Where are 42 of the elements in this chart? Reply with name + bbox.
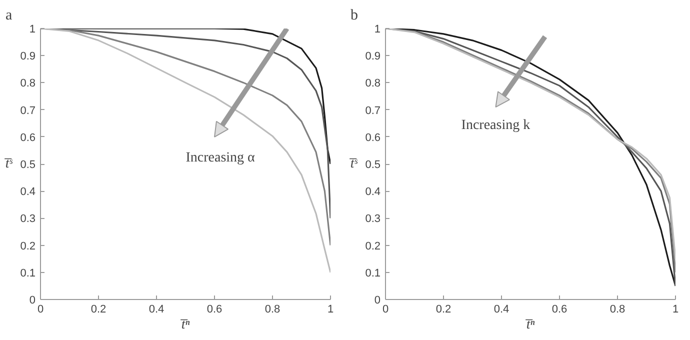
y-tick-label: 0.7 (20, 104, 36, 117)
y-tick-label: 0.5 (20, 159, 36, 171)
y-tick-label: 0.4 (20, 186, 36, 198)
x-tick-label: 0.2 (90, 304, 106, 316)
y-tick-label: 0.2 (365, 240, 381, 252)
x-axis-title: t̅ⁿ (180, 318, 190, 332)
y-axis-title: t̅ˢ (4, 156, 14, 172)
y-tick-label: 0.3 (20, 213, 36, 226)
x-tick-label: 0.4 (494, 304, 510, 316)
y-tick-label: 0.2 (20, 240, 36, 252)
y-tick-label: 0.8 (365, 78, 381, 90)
y-tick-label: 0.9 (20, 50, 36, 63)
chart-title: b (350, 8, 358, 24)
y-tick-label: 1 (374, 24, 381, 36)
x-tick-label: 0.2 (436, 304, 452, 316)
y-tick-label: 0.1 (20, 267, 36, 280)
x-tick-label: 0.6 (552, 304, 568, 316)
x-tick-label: 0 (37, 304, 44, 316)
annotation: Increasing α (186, 150, 256, 166)
y-tick-label: 0.5 (365, 159, 381, 171)
y-tick-label: 0.7 (365, 104, 381, 117)
x-tick-label: 1 (672, 304, 679, 316)
y-tick-label: 0.8 (20, 78, 36, 90)
x-tick-label: 1 (327, 304, 334, 316)
annotation: Increasing k (461, 118, 530, 133)
x-tick-label: 0.8 (610, 304, 626, 316)
x-tick-label: 0.8 (264, 304, 280, 316)
y-tick-label: 0 (374, 294, 381, 306)
y-tick-label: 0 (29, 294, 36, 306)
y-tick-label: 1 (29, 24, 36, 36)
x-tick-label: 0 (382, 304, 389, 316)
y-tick-label: 0.9 (365, 50, 381, 63)
y-tick-label: 0.6 (20, 132, 36, 144)
x-tick-label: 0.4 (148, 304, 164, 316)
y-tick-label: 0.1 (365, 267, 381, 280)
x-tick-label: 0.6 (206, 304, 222, 316)
chart-title: a (6, 8, 12, 24)
y-tick-label: 0.6 (365, 132, 381, 144)
y-tick-label: 0.3 (365, 213, 381, 226)
y-axis-title: t̅ˢ (349, 156, 358, 172)
x-axis-title: t̅ⁿ (525, 318, 536, 332)
y-tick-label: 0.4 (365, 186, 381, 198)
